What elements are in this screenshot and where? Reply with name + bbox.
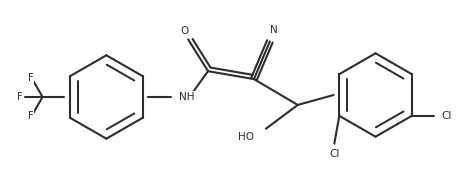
Text: F: F: [17, 92, 22, 102]
Text: N: N: [270, 26, 278, 36]
Text: F: F: [28, 111, 33, 121]
Text: F: F: [28, 74, 33, 84]
Text: O: O: [180, 26, 188, 36]
Text: NH: NH: [179, 92, 195, 102]
Text: Cl: Cl: [329, 149, 340, 159]
Text: Cl: Cl: [442, 111, 452, 121]
Text: HO: HO: [238, 132, 254, 142]
